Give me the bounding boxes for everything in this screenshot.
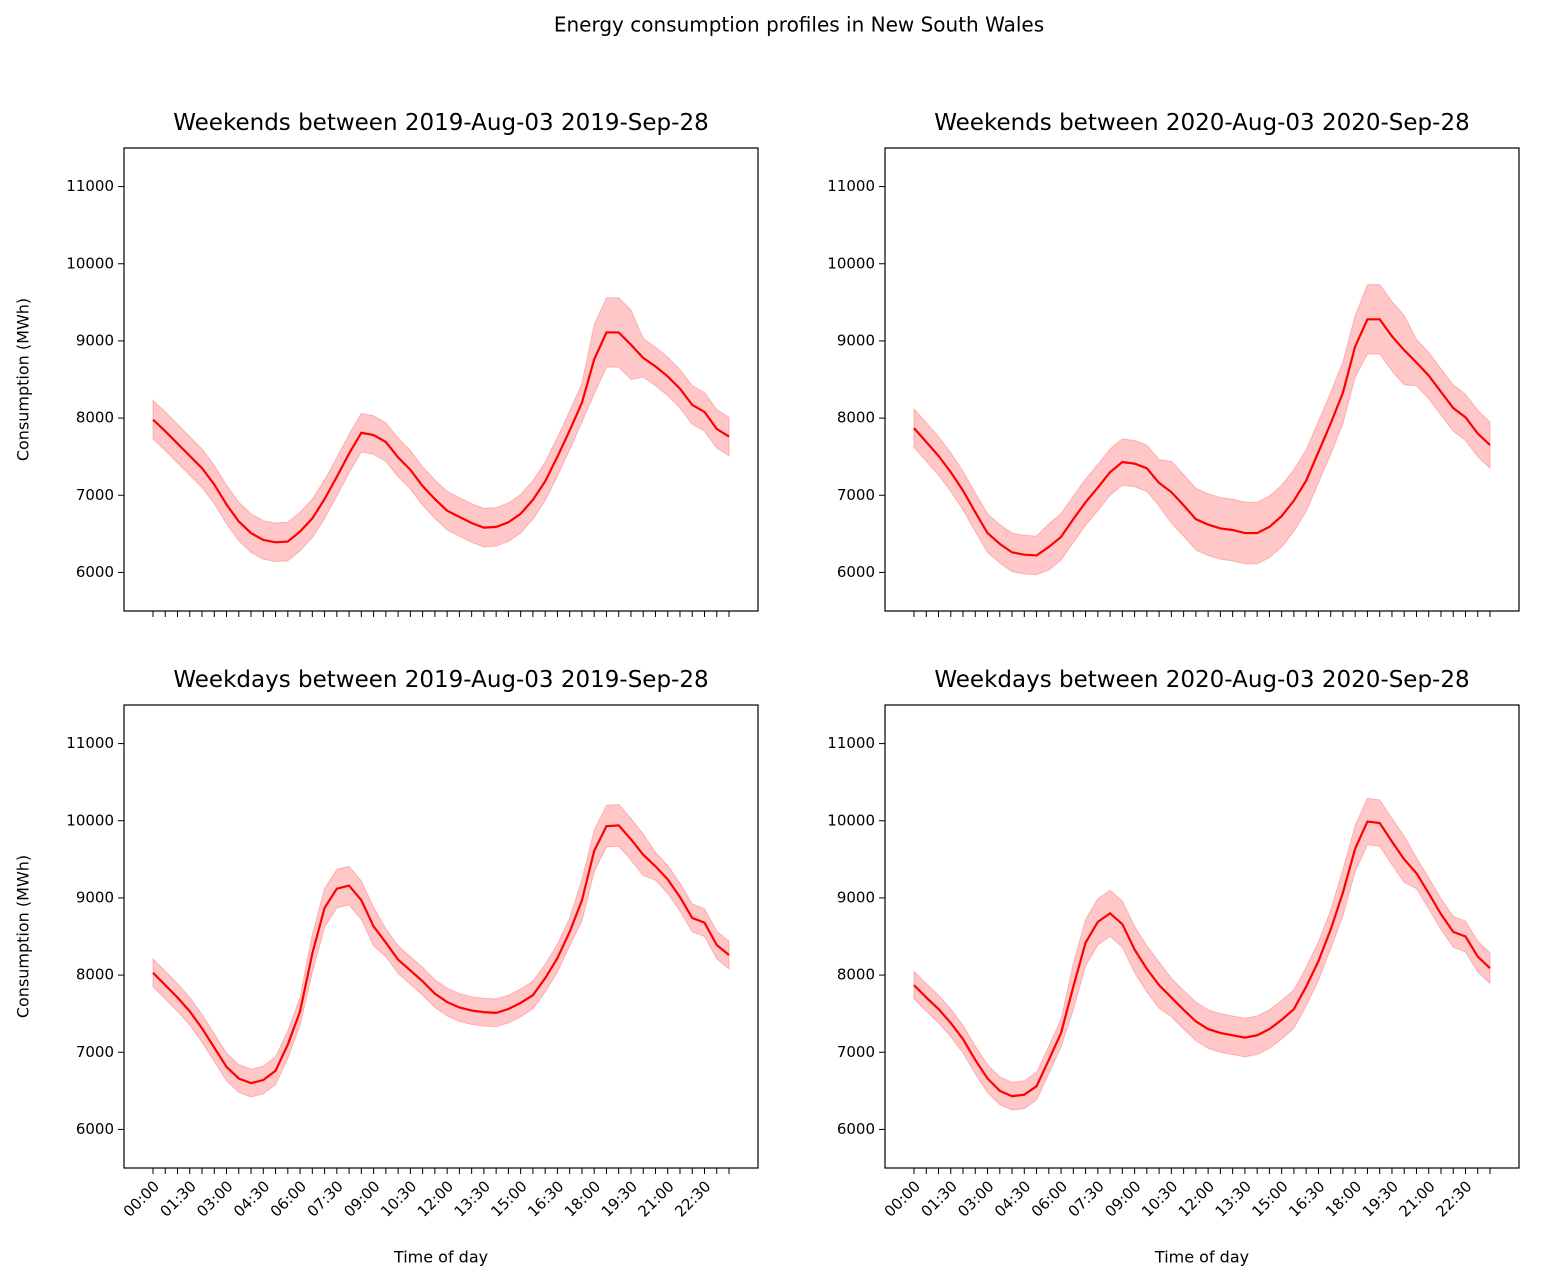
band: [152, 297, 730, 563]
x-tick-label: 01:30: [156, 1177, 199, 1220]
x-tick-label: 09:00: [1101, 1177, 1144, 1220]
y-tick-label: 10000: [66, 811, 114, 829]
line: [152, 824, 730, 1085]
y-tick-label: 6000: [76, 1120, 114, 1138]
axes-frame: [123, 704, 759, 1169]
y-tick-label: 6000: [837, 1120, 875, 1138]
y-tick-label: 10000: [827, 811, 875, 829]
y-tick-label: 8000: [76, 409, 114, 427]
x-tick-label: 21:00: [1395, 1177, 1438, 1220]
y-tick-label: 11000: [66, 734, 114, 752]
y-tick-label: 9000: [837, 888, 875, 906]
x-tick-label: 22:30: [1432, 1177, 1475, 1220]
x-tick-label: 07:30: [304, 1177, 347, 1220]
y-tick-label: 7000: [76, 1043, 114, 1061]
x-axis-label: Time of day: [393, 1248, 488, 1267]
x-tick-label: 00:00: [120, 1177, 163, 1220]
x-tick-label: 15:00: [1248, 1177, 1291, 1220]
x-tick-label: 10:30: [377, 1177, 420, 1220]
y-tick-label: 10000: [827, 254, 875, 272]
subplot-title: Weekdays between 2020-Aug-03 2020-Sep-28: [934, 667, 1469, 693]
x-tick-label: 04:30: [991, 1177, 1034, 1220]
x-tick-label: 12:00: [414, 1177, 457, 1220]
y-tick-label: 6000: [76, 563, 114, 581]
x-tick-label: 18:00: [1322, 1177, 1365, 1220]
x-tick-label: 03:00: [193, 1177, 236, 1220]
y-tick-label: 11000: [827, 177, 875, 195]
x-tick-label: 06:00: [267, 1177, 310, 1220]
x-tick-label: 01:30: [917, 1177, 960, 1220]
subplot-title: Weekends between 2019-Aug-03 2019-Sep-28: [173, 110, 708, 136]
x-tick-label: 13:30: [451, 1177, 494, 1220]
x-tick-label: 06:00: [1028, 1177, 1071, 1220]
figure-title: Energy consumption profiles in New South…: [554, 13, 1044, 37]
axes-frame: [123, 147, 759, 612]
x-tick-label: 18:00: [561, 1177, 604, 1220]
x-tick-label: 15:00: [487, 1177, 530, 1220]
band: [152, 804, 730, 1098]
y-tick-label: 7000: [837, 486, 875, 504]
y-tick-label: 9000: [837, 331, 875, 349]
y-tick-label: 6000: [837, 563, 875, 581]
x-tick-label: 21:00: [634, 1177, 677, 1220]
x-tick-label: 10:30: [1138, 1177, 1181, 1220]
y-axis-label: Consumption (MWh): [14, 298, 33, 461]
y-tick-label: 8000: [837, 409, 875, 427]
band: [913, 284, 1491, 576]
x-axis-label: Time of day: [1154, 1248, 1249, 1267]
x-tick-label: 00:00: [881, 1177, 924, 1220]
line: [152, 331, 730, 544]
x-tick-label: 13:30: [1212, 1177, 1255, 1220]
y-tick-label: 7000: [76, 486, 114, 504]
line: [913, 820, 1491, 1098]
axes-frame: [884, 704, 1520, 1169]
y-tick-label: 8000: [76, 966, 114, 984]
y-tick-label: 9000: [76, 331, 114, 349]
line: [913, 318, 1491, 557]
band: [913, 797, 1491, 1111]
x-tick-label: 22:30: [671, 1177, 714, 1220]
y-tick-label: 10000: [66, 254, 114, 272]
x-tick-label: 16:30: [1285, 1177, 1328, 1220]
x-tick-label: 07:30: [1065, 1177, 1108, 1220]
x-tick-label: 04:30: [230, 1177, 273, 1220]
x-tick-label: 19:30: [598, 1177, 641, 1220]
y-axis-label: Consumption (MWh): [14, 855, 33, 1018]
subplot-title: Weekdays between 2019-Aug-03 2019-Sep-28: [173, 667, 708, 693]
x-tick-label: 12:00: [1175, 1177, 1218, 1220]
x-tick-label: 16:30: [524, 1177, 567, 1220]
y-tick-label: 8000: [837, 966, 875, 984]
x-tick-label: 09:00: [340, 1177, 383, 1220]
y-tick-label: 9000: [76, 888, 114, 906]
x-tick-label: 03:00: [954, 1177, 997, 1220]
x-tick-label: 19:30: [1359, 1177, 1402, 1220]
y-tick-label: 11000: [827, 734, 875, 752]
subplot-title: Weekends between 2020-Aug-03 2020-Sep-28: [934, 110, 1469, 136]
y-tick-label: 7000: [837, 1043, 875, 1061]
y-tick-label: 11000: [66, 177, 114, 195]
axes-frame: [884, 147, 1520, 612]
